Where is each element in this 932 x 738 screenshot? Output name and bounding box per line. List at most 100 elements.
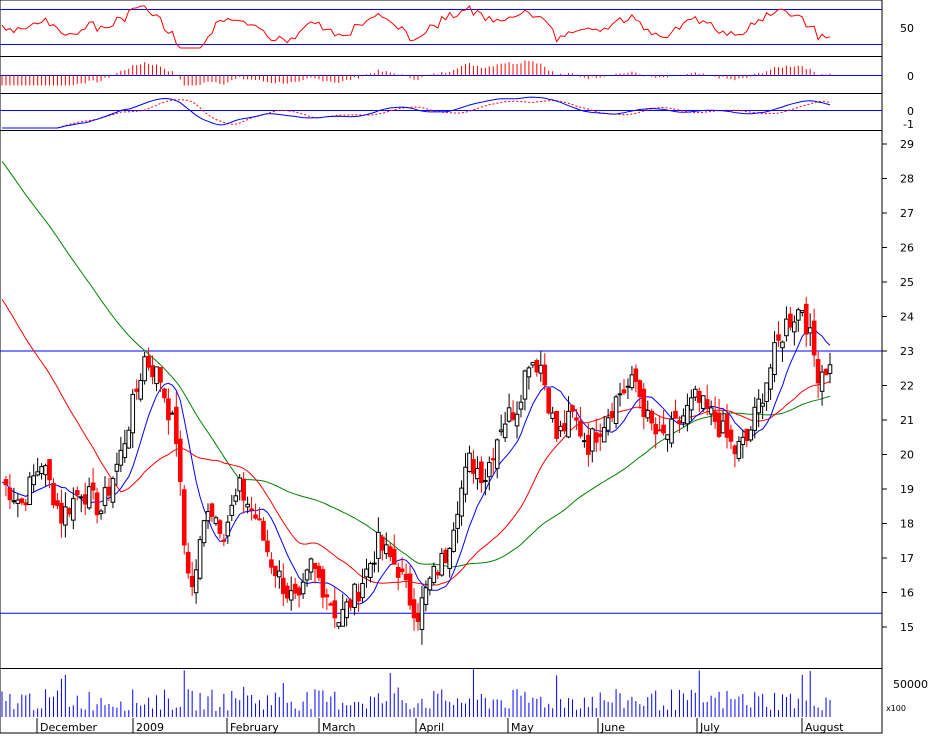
candle-body xyxy=(181,489,187,546)
candle-body xyxy=(815,359,821,384)
candle-body xyxy=(360,582,365,599)
month-label: June xyxy=(600,721,625,734)
candle-body xyxy=(530,362,536,366)
month-label: May xyxy=(511,721,534,734)
candle-body xyxy=(94,492,100,516)
candle-body xyxy=(807,327,813,334)
candle-body xyxy=(760,402,765,407)
candle-body xyxy=(443,549,449,564)
candle-body xyxy=(336,622,342,627)
candle-body xyxy=(534,359,540,373)
month-label: 2009 xyxy=(136,721,164,734)
candle-body xyxy=(372,562,377,565)
candle-body xyxy=(213,517,219,525)
candle-body xyxy=(732,445,738,455)
candle-body xyxy=(653,424,658,435)
candle-body xyxy=(728,429,734,442)
candle-body xyxy=(241,478,246,501)
candle-body xyxy=(510,412,516,420)
candle-body xyxy=(589,428,595,452)
candle-body xyxy=(312,562,318,569)
candle-body xyxy=(237,477,243,492)
candle-body xyxy=(209,503,215,517)
candle-body xyxy=(158,367,163,383)
candle-body xyxy=(724,413,730,438)
candle-body xyxy=(582,440,587,443)
candle-body xyxy=(387,546,393,558)
candle-body xyxy=(261,520,266,541)
candle-body xyxy=(114,463,120,472)
candle-body xyxy=(764,382,769,402)
candle-body xyxy=(494,439,500,469)
candle-body xyxy=(799,310,805,313)
candle-body xyxy=(811,320,817,356)
candle-body xyxy=(423,587,429,605)
candle-body xyxy=(748,429,754,441)
candle-body xyxy=(277,570,282,578)
candle-body xyxy=(637,380,643,398)
candle-body xyxy=(11,500,17,503)
candle-body xyxy=(35,471,40,476)
candle-body xyxy=(316,565,322,578)
candle-body xyxy=(562,423,567,432)
candle-body xyxy=(546,388,552,414)
candle-body xyxy=(819,371,825,392)
price-tick-label: 29 xyxy=(900,138,914,151)
candle-body xyxy=(463,466,468,495)
candle-body xyxy=(780,341,785,349)
candle-body xyxy=(126,429,132,449)
month-label: December xyxy=(40,721,98,734)
macd-tick-label: -1 xyxy=(903,118,914,131)
candle-body xyxy=(661,424,666,434)
candle-body xyxy=(328,603,334,606)
candle-body xyxy=(498,429,504,433)
candle-body xyxy=(486,462,492,478)
candle-body xyxy=(554,410,559,439)
candle-body xyxy=(63,506,68,526)
candle-body xyxy=(399,568,405,573)
candle-body xyxy=(185,551,191,574)
candle-body xyxy=(31,475,36,486)
candle-body xyxy=(435,571,441,576)
price-tick-label: 18 xyxy=(900,518,914,531)
candle-body xyxy=(245,503,250,508)
candle-body xyxy=(98,510,104,515)
candle-body xyxy=(526,367,532,378)
candle-body xyxy=(90,482,96,491)
macd-signal-line xyxy=(2,99,831,129)
candle-body xyxy=(625,385,631,388)
candle-body xyxy=(7,487,13,501)
candle-body xyxy=(756,398,761,414)
month-label: July xyxy=(699,721,720,734)
candle-body xyxy=(518,401,524,410)
candle-body xyxy=(657,429,662,432)
ma-short-line xyxy=(1,327,831,605)
candle-body xyxy=(320,569,326,598)
candle-body xyxy=(280,577,286,595)
rsi-tick-label: 50 xyxy=(900,22,914,35)
candle-body xyxy=(288,590,294,601)
candle-body xyxy=(201,520,207,544)
candle-body xyxy=(740,436,746,445)
candle-body xyxy=(708,407,714,415)
candle-body xyxy=(407,573,413,606)
candle-body xyxy=(693,388,698,398)
candle-body xyxy=(566,410,571,438)
candle-body xyxy=(233,495,239,502)
candle-body xyxy=(205,511,211,522)
candle-body xyxy=(483,480,488,483)
candle-body xyxy=(324,594,330,598)
month-label: August xyxy=(805,721,844,734)
candle-body xyxy=(475,467,480,480)
candle-body xyxy=(146,355,151,368)
candle-body xyxy=(110,478,116,503)
histogram-pane xyxy=(0,60,882,86)
candle-body xyxy=(768,367,773,390)
candle-body xyxy=(704,399,710,409)
candle-body xyxy=(142,356,147,382)
candle-body xyxy=(189,575,195,588)
price-tick-label: 17 xyxy=(900,552,914,565)
candle-body xyxy=(23,502,29,506)
candle-body xyxy=(522,370,528,400)
